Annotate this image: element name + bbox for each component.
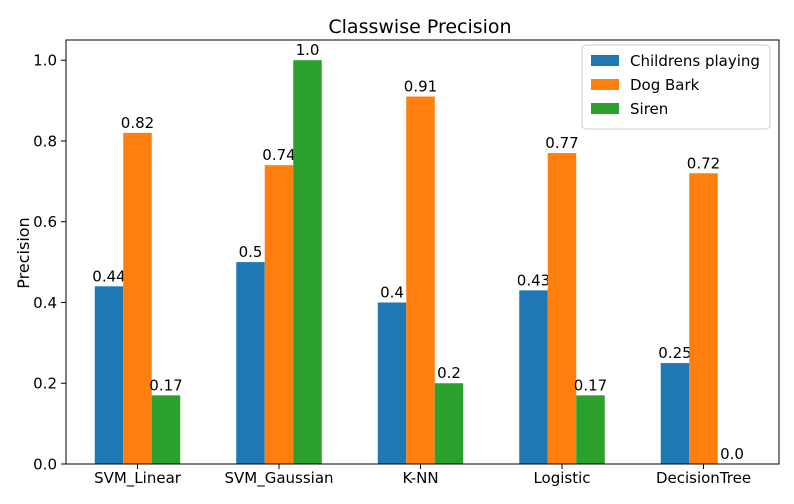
bar-value-label: 0.2 [437,364,461,382]
y-tick-label: 0.6 [33,213,57,231]
bar-0-3 [519,290,548,464]
x-tick-label: SVM_Gaussian [224,469,333,488]
y-axis-label: Precision [14,217,33,288]
bar-0-0 [94,286,124,464]
axes-frame [65,39,780,465]
bar-value-label: 0.4 [380,283,404,301]
bar-value-label: 0.77 [545,134,578,152]
bar-2-2 [434,383,464,464]
bar-2-0 [151,395,181,464]
bar-value-label: 0.91 [404,78,437,96]
x-tick-label: DecisionTree [656,469,751,487]
legend-label: Dog Bark [630,76,700,94]
legend-swatch [591,103,619,114]
bar-value-label: 0.5 [239,243,263,261]
x-tick-label: Logistic [533,469,590,487]
legend-label: Siren [630,100,668,118]
chart-title: Classwise Precision [328,16,511,38]
bar-1-4 [689,173,718,464]
bar-1-0 [123,132,152,464]
bar-value-label: 0.74 [262,146,295,164]
y-tick-label: 0.2 [33,375,57,393]
bar-value-label: 0.25 [658,344,691,362]
x-tick-label: SVM_Linear [94,469,182,488]
bar-value-label: 0.72 [687,154,720,172]
bar-value-label: 0.82 [121,114,154,132]
bar-value-label: 0.17 [574,376,607,394]
legend: Childrens playing Dog Bark Siren [581,44,771,130]
legend-box [581,44,771,130]
bar-0-1 [236,262,265,464]
bar-2-1 [293,60,322,464]
plot-area: 0.44 0.5 0.4 0.43 0.25 0.82 0.74 0.91 0.77 0.72 0.… [33,39,780,488]
x-tick-label: K-NN [402,469,438,487]
bar-value-label: 0.17 [149,376,182,394]
bar-1-1 [264,165,294,464]
y-tick-label: 0.0 [33,456,57,474]
bar-1-3 [547,153,577,464]
bar-2-3 [576,395,605,464]
bar-0-4 [660,363,690,464]
bar-value-label: 1.0 [296,41,320,59]
bar-value-label: 0.0 [720,445,744,463]
bar-1-2 [406,96,435,464]
legend-swatch [591,79,619,90]
bar-value-label: 0.43 [517,271,550,289]
y-tick-label: 0.8 [33,132,57,150]
y-tick-label: 0.4 [33,294,57,312]
legend-swatch [591,55,619,66]
bar-0-2 [377,302,407,464]
legend-label: Childrens playing [630,52,760,70]
y-tick-label: 1.0 [33,52,57,70]
bar-value-label: 0.44 [92,267,125,285]
